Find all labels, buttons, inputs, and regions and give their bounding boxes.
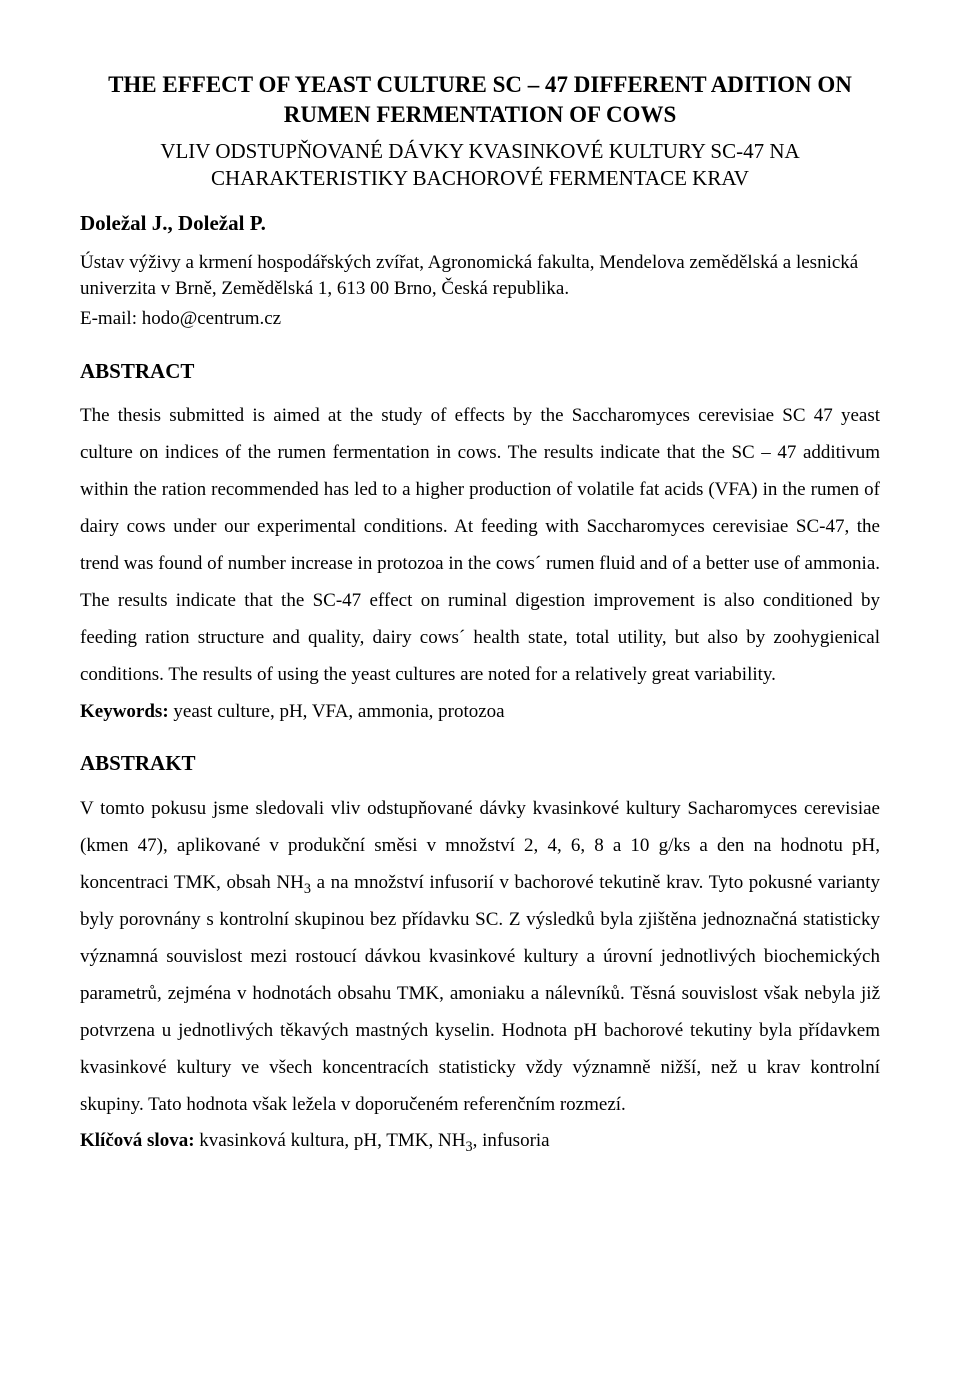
- abstract-body: The thesis submitted is aimed at the stu…: [80, 397, 880, 693]
- abstrakt-body: V tomto pokusu jsme sledovali vliv odstu…: [80, 790, 880, 1123]
- authors: Doležal J., Doležal P.: [80, 208, 880, 240]
- subscript-3-b: 3: [465, 1139, 472, 1155]
- keywords-label: Keywords:: [80, 701, 169, 722]
- title-czech: VLIV ODSTUPŇOVANÉ DÁVKY KVASINKOVÉ KULTU…: [80, 138, 880, 193]
- affiliation: Ústav výživy a krmení hospodářských zvíř…: [80, 250, 880, 301]
- title-english: THE EFFECT OF YEAST CULTURE SC – 47 DIFF…: [80, 70, 880, 130]
- keywords-value: yeast culture, pH, VFA, ammonia, protozo…: [169, 701, 505, 722]
- klicova-slova-line: Klíčová slova: kvasinková kultura, pH, T…: [80, 1127, 880, 1156]
- klicova-label: Klíčová slova:: [80, 1130, 195, 1151]
- email: E-mail: hodo@centrum.cz: [80, 305, 880, 334]
- keywords-line: Keywords: yeast culture, pH, VFA, ammoni…: [80, 698, 880, 727]
- abstrakt-text-post: a na množství infusorií v bachorové teku…: [80, 872, 880, 1115]
- abstract-heading: ABSTRACT: [80, 356, 880, 388]
- abstrakt-heading: ABSTRAKT: [80, 748, 880, 780]
- subscript-3: 3: [304, 880, 311, 896]
- klicova-pre: kvasinková kultura, pH, TMK, NH: [195, 1130, 466, 1151]
- klicova-post: , infusoria: [473, 1130, 550, 1151]
